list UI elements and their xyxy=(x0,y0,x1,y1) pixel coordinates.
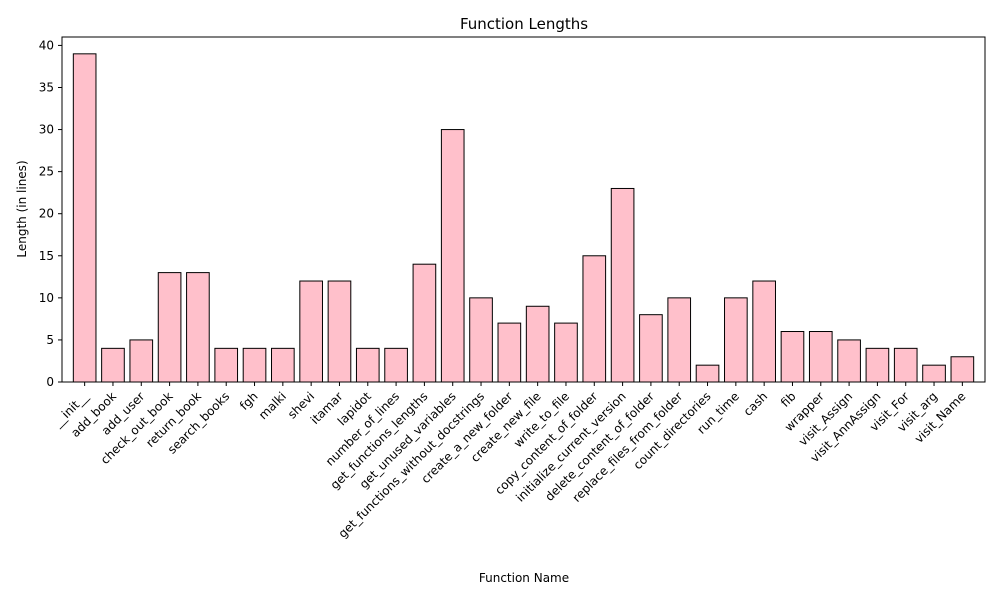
bar-get_unused_variables xyxy=(440,129,465,383)
y-axis-label: Length (in lines) xyxy=(15,160,29,257)
y-tick-label: 15 xyxy=(39,249,54,263)
bar-wrapper xyxy=(808,331,833,383)
bar-add_book xyxy=(101,347,125,383)
bar-copy_content_of_folder xyxy=(582,255,607,383)
bar-initialize_current_version xyxy=(610,187,635,383)
bar-count_directories xyxy=(695,364,720,383)
x-axis-label: Function Name xyxy=(479,571,569,585)
y-tick-label: 35 xyxy=(39,80,54,94)
bar-create_new_file xyxy=(525,305,550,383)
bar-visit_Assign xyxy=(837,339,861,383)
y-ticks-group: 0 5 10 15 20 25 30 35 40 xyxy=(39,38,62,389)
y-tick-label: 5 xyxy=(46,333,54,347)
bar-run_time xyxy=(724,297,748,383)
bar-itamar xyxy=(327,280,352,383)
bar-search_books xyxy=(214,347,239,383)
chart-title: Function Lengths xyxy=(460,15,588,33)
y-tick-label: 10 xyxy=(39,291,54,305)
bar-visit_arg xyxy=(922,364,946,383)
bar-replace_files_from_folder xyxy=(667,297,692,383)
bar-visit_AnnAssign xyxy=(865,347,890,383)
x-tick-label: fib xyxy=(778,389,799,410)
x-tick-label: malki xyxy=(256,389,289,422)
bar-__init__ xyxy=(72,53,97,383)
bar-add_user xyxy=(129,339,154,383)
bar-check_out_book xyxy=(157,272,182,383)
y-tick-label: 20 xyxy=(39,207,54,221)
bar-shevi xyxy=(299,280,323,383)
x-tick-label: fgh xyxy=(237,389,261,413)
bar-fib xyxy=(780,331,805,383)
y-tick-label: 40 xyxy=(39,38,54,52)
y-tick-label: 0 xyxy=(46,375,54,389)
plot-frame xyxy=(61,36,986,383)
bar-lapidot xyxy=(355,347,380,383)
x-ticks-group: __init__add_bookadd_usercheck_out_bookre… xyxy=(50,382,968,541)
bar-write_to_file xyxy=(554,322,578,383)
bar-visit_Name xyxy=(950,356,975,383)
bar-cash xyxy=(752,280,776,383)
bar-fgh xyxy=(242,347,267,383)
bar-get_functions_without_docstrings xyxy=(469,297,493,383)
bar-get_functions_lengths xyxy=(412,263,437,383)
bar-create_a_new_folder xyxy=(497,322,522,383)
x-tick-label: cash xyxy=(741,389,771,419)
y-tick-label: 25 xyxy=(39,165,54,179)
bar-visit_For xyxy=(893,347,918,383)
bars-group xyxy=(72,53,975,383)
y-tick-label: 30 xyxy=(39,123,54,137)
bar-number_of_lines xyxy=(384,347,408,383)
bar-malki xyxy=(271,347,295,383)
bar-return_book xyxy=(186,272,210,383)
bar-delete_content_of_folder xyxy=(639,314,663,383)
